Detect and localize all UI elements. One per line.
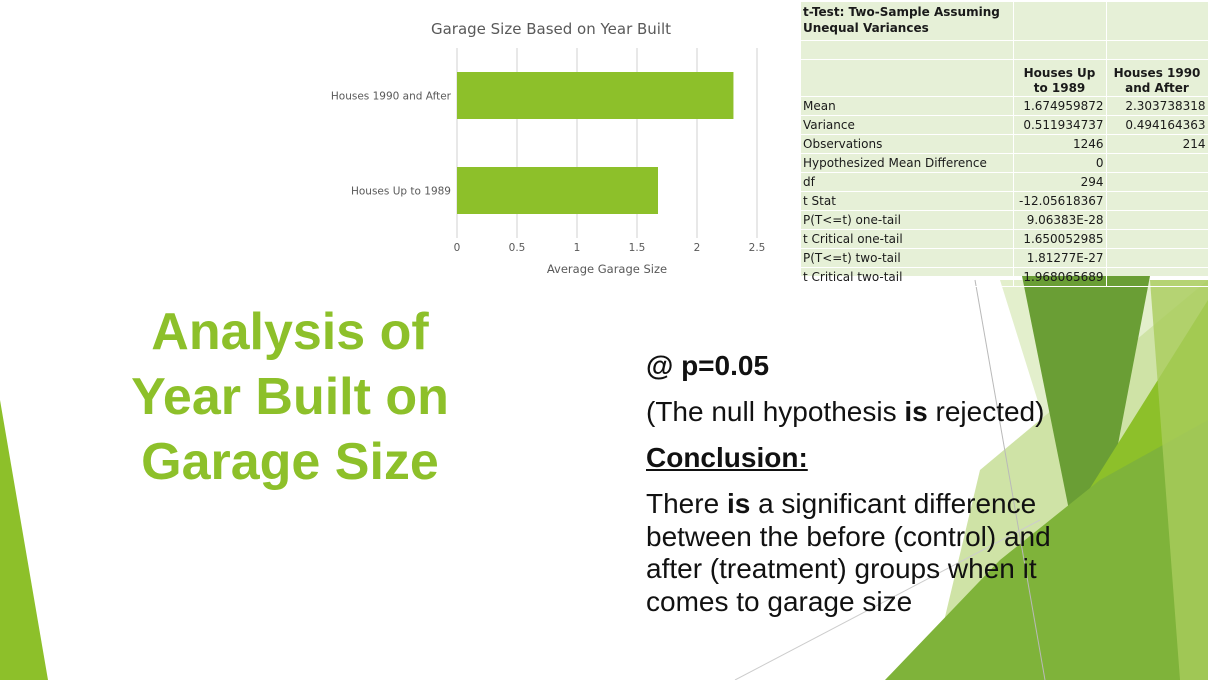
ttest-row-label: P(T<=t) two-tail (801, 248, 1014, 268)
ttest-row: t Stat -12.05618367 (801, 191, 1208, 211)
ttest-row: t Critical two-tail 1.968065689 (801, 267, 1208, 287)
ttest-row-value-1: 1246 (1013, 134, 1107, 154)
ttest-row-value-1: -12.05618367 (1013, 191, 1107, 211)
slide-body: @ p=0.05 (The null hypothesis is rejecte… (646, 350, 1096, 618)
deco-bottom-wedge (885, 420, 1208, 680)
x-axis-label: Average Garage Size (547, 262, 667, 276)
chart-title: Garage Size Based on Year Built (431, 20, 671, 38)
bar (457, 72, 734, 119)
conclusion-label: Conclusion: (646, 442, 808, 473)
slide-title-line: Garage Size (141, 433, 439, 491)
ttest-row-value-2 (1106, 267, 1208, 287)
slide-title-line: Year Built on (131, 368, 449, 426)
ttest-spacer-row (801, 40, 1208, 60)
x-tick-label: 1 (574, 242, 581, 254)
deco-thin-line-2 (734, 519, 1041, 680)
x-tick-label: 0.5 (509, 242, 526, 254)
concl-text-bold: is (726, 488, 751, 519)
ttest-row-value-1: 1.968065689 (1013, 267, 1107, 287)
ttest-row-label: t Critical two-tail (801, 267, 1014, 287)
ttest-row-value-2 (1106, 172, 1208, 192)
ttest-row-label: t Stat (801, 191, 1014, 211)
ttest-row: Mean 1.674959872 2.303738318 (801, 96, 1208, 116)
ttest-row-label: P(T<=t) one-tail (801, 210, 1014, 230)
ttest-row-value-1: 1.650052985 (1013, 229, 1107, 249)
ttest-row-label: Observations (801, 134, 1014, 154)
ttest-row-label: t Critical one-tail (801, 229, 1014, 249)
ttest-row: Variance 0.511934737 0.494164363 (801, 115, 1208, 135)
ttest-row: Observations 1246 214 (801, 134, 1208, 154)
ttest-row-value-1: 9.06383E-28 (1013, 210, 1107, 230)
ttest-row: P(T<=t) two-tail 1.81277E-27 (801, 248, 1208, 268)
ttest-row-value-2 (1106, 229, 1208, 249)
ttest-row-value-1: 0 (1013, 153, 1107, 173)
ttest-row: df 294 (801, 172, 1208, 192)
deco-dark-wedge (1022, 276, 1150, 540)
ttest-results-table: t-Test: Two-Sample Assuming Unequal Vari… (801, 2, 1208, 287)
x-tick-label: 2.5 (749, 242, 766, 254)
ttest-row: t Critical one-tail 1.650052985 (801, 229, 1208, 249)
p-value-text: @ p=0.05 (646, 350, 770, 381)
ttest-row-label: Hypothesized Mean Difference (801, 153, 1014, 173)
category-label: Houses 1990 and After (331, 91, 452, 103)
ttest-title: t-Test: Two-Sample Assuming Unequal Vari… (801, 2, 1014, 41)
ttest-row-value-2 (1106, 153, 1208, 173)
x-tick-label: 0 (454, 242, 461, 254)
ttest-row-value-2: 0.494164363 (1106, 115, 1208, 135)
ttest-row-value-1: 0.511934737 (1013, 115, 1107, 135)
concl-text-post: a significant difference between the bef… (646, 488, 1051, 617)
ttest-row-value-2: 214 (1106, 134, 1208, 154)
ttest-row-label: df (801, 172, 1014, 192)
ttest-row-value-1: 1.81277E-27 (1013, 248, 1107, 268)
deco-left-triangle (0, 400, 48, 680)
ttest-col2-header: Houses 1990 and After (1106, 59, 1208, 97)
deco-right-strip (1150, 280, 1208, 680)
ttest-row-label: Variance (801, 115, 1014, 135)
ttest-row-value-2 (1106, 191, 1208, 211)
ttest-row-value-2 (1106, 210, 1208, 230)
category-label: Houses Up to 1989 (351, 186, 451, 198)
ttest-row: Hypothesized Mean Difference 0 (801, 153, 1208, 173)
concl-text-pre: There (646, 488, 727, 519)
ttest-row-value-2 (1106, 248, 1208, 268)
null-text-post: rejected) (927, 396, 1045, 427)
x-tick-label: 2 (694, 242, 701, 254)
chart-bars (457, 72, 734, 214)
null-text-bold: is (904, 396, 928, 427)
x-tick-label: 1.5 (629, 242, 646, 254)
null-hypothesis-text: (The null hypothesis is rejected) (646, 396, 1096, 428)
ttest-row: P(T<=t) one-tail 9.06383E-28 (801, 210, 1208, 230)
ttest-header-row: Houses Up to 1989 Houses 1990 and After (801, 59, 1208, 97)
ttest-title-row: t-Test: Two-Sample Assuming Unequal Vari… (801, 2, 1208, 41)
chart-tick-labels: 0 0.5 1 1.5 2 2.5 (454, 242, 766, 254)
null-text-pre: (The null hypothesis (646, 396, 905, 427)
chart-category-labels: Houses 1990 and After Houses Up to 1989 (331, 91, 452, 198)
slide-title-line: Analysis of (151, 303, 429, 361)
ttest-row-value-1: 294 (1013, 172, 1107, 192)
ttest-col1-header: Houses Up to 1989 (1013, 59, 1107, 97)
slide-title: Analysis of Year Built on Garage Size (70, 300, 510, 495)
ttest-row-value-2: 2.303738318 (1106, 96, 1208, 116)
ttest-row-label: Mean (801, 96, 1014, 116)
ttest-row-value-1: 1.674959872 (1013, 96, 1107, 116)
bar-chart: Garage Size Based on Year Built Houses 1… (331, 20, 766, 276)
ttest-table: t-Test: Two-Sample Assuming Unequal Vari… (801, 2, 1208, 287)
bar (457, 167, 658, 214)
conclusion-text: There is a significant difference betwee… (646, 488, 1096, 618)
deco-thin-line-1 (974, 279, 1046, 680)
